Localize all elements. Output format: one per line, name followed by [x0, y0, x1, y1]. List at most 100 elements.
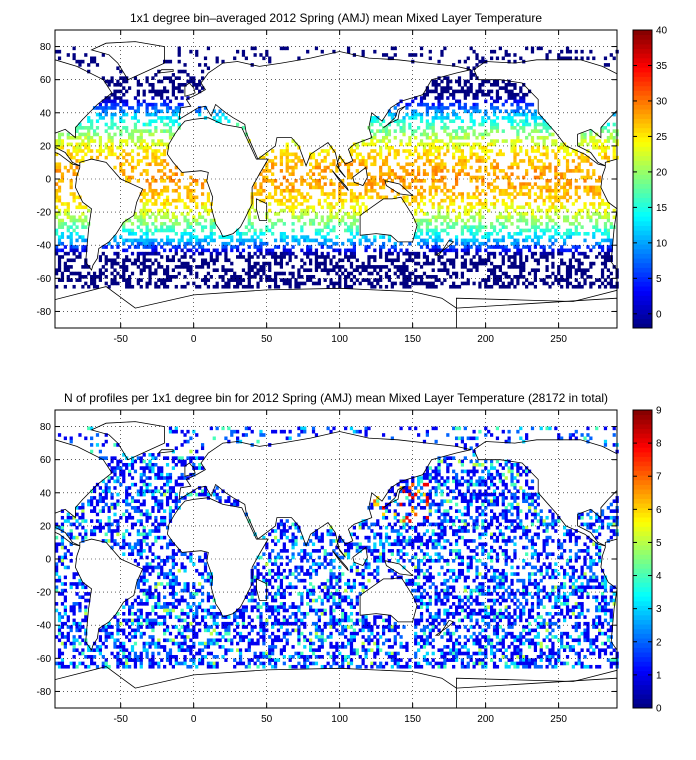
data-cell: [203, 225, 208, 229]
data-cell: [589, 135, 593, 140]
colorbar-segment: [633, 272, 652, 278]
data-cell: [437, 479, 441, 484]
data-cell: [463, 155, 467, 160]
data-cell: [598, 192, 602, 196]
data-cell: [446, 79, 450, 84]
colorbar-segment: [633, 253, 652, 259]
data-cell: [417, 479, 421, 484]
data-cell: [145, 79, 149, 84]
data-cell: [554, 165, 558, 170]
data-cell: [490, 149, 494, 153]
data-cell: [349, 172, 354, 176]
data-cell: [490, 261, 494, 266]
data-cell: [346, 212, 351, 216]
data-cell: [87, 222, 91, 226]
data-cell: [568, 235, 573, 239]
data-cell: [168, 202, 173, 206]
data-cell: [317, 222, 321, 226]
data-cell: [320, 49, 324, 54]
data-cell: [507, 439, 511, 444]
data-cell: [174, 109, 178, 114]
data-cell: [390, 245, 394, 249]
data-cell: [183, 275, 187, 279]
data-cell: [90, 436, 94, 441]
data-cell: [431, 248, 435, 253]
data-cell: [428, 261, 432, 266]
data-cell: [183, 245, 187, 249]
data-cell: [475, 231, 479, 236]
data-cell: [603, 208, 608, 213]
data-cell: [562, 56, 567, 61]
data-cell: [317, 152, 321, 157]
data-cell: [139, 145, 143, 150]
data-cell: [452, 109, 456, 114]
data-cell: [174, 165, 178, 170]
data-cell: [57, 56, 62, 61]
data-cell: [200, 215, 205, 220]
y-tick-label: -60: [37, 274, 52, 285]
data-cell: [335, 271, 339, 276]
data-cell: [376, 278, 380, 282]
data-cell: [498, 228, 502, 233]
data-cell: [574, 212, 578, 216]
colorbar-segment: [633, 81, 652, 87]
data-cell: [490, 126, 494, 130]
data-cell: [367, 195, 371, 200]
data-cell: [95, 132, 100, 137]
data-cell: [320, 169, 324, 173]
data-cell: [81, 132, 85, 137]
data-cell: [174, 462, 178, 467]
data-cell: [122, 479, 126, 484]
data-cell: [525, 492, 529, 497]
data-cell: [507, 281, 511, 286]
data-cell: [384, 159, 389, 163]
data-cell: [90, 443, 94, 447]
data-cell: [431, 195, 435, 200]
data-cell: [510, 281, 514, 286]
data-cell: [78, 135, 82, 140]
data-cell: [282, 202, 286, 206]
data-cell: [148, 215, 152, 220]
data-cell: [466, 251, 470, 256]
data-cell: [437, 99, 441, 104]
data-cell: [183, 265, 187, 269]
data-cell: [224, 251, 228, 256]
data-cell: [542, 202, 546, 206]
data-cell: [57, 265, 62, 269]
data-cell: [72, 215, 76, 220]
colorbar-segment: [633, 192, 652, 199]
data-cell: [297, 218, 301, 223]
data-cell: [352, 192, 357, 196]
data-cell: [148, 122, 152, 127]
data-cell: [522, 489, 526, 494]
data-cell: [320, 159, 324, 163]
data-cell: [195, 284, 199, 289]
data-cell: [57, 145, 62, 150]
data-cell: [548, 275, 552, 279]
data-cell: [116, 155, 120, 160]
data-cell: [90, 449, 94, 454]
coastline: [55, 59, 113, 167]
data-cell: [81, 284, 85, 289]
data-cell: [344, 192, 348, 196]
data-cell: [338, 275, 342, 279]
data-cell: [498, 188, 502, 193]
data-cell: [387, 258, 392, 263]
data-cell: [565, 215, 570, 220]
data-cell: [492, 185, 497, 190]
data-cell: [463, 241, 467, 246]
data-cell: [174, 172, 178, 176]
data-cell: [355, 231, 359, 236]
data-cell: [256, 235, 260, 239]
data-cell: [113, 472, 117, 477]
data-cell: [425, 172, 429, 176]
data-cell: [323, 258, 327, 263]
data-cell: [122, 275, 126, 279]
data-cell: [154, 472, 158, 477]
data-cell: [457, 436, 462, 441]
data-cell: [218, 496, 222, 500]
data-cell: [224, 255, 228, 259]
data-cell: [565, 152, 570, 157]
data-cell: [57, 165, 62, 170]
data-cell: [487, 185, 491, 190]
